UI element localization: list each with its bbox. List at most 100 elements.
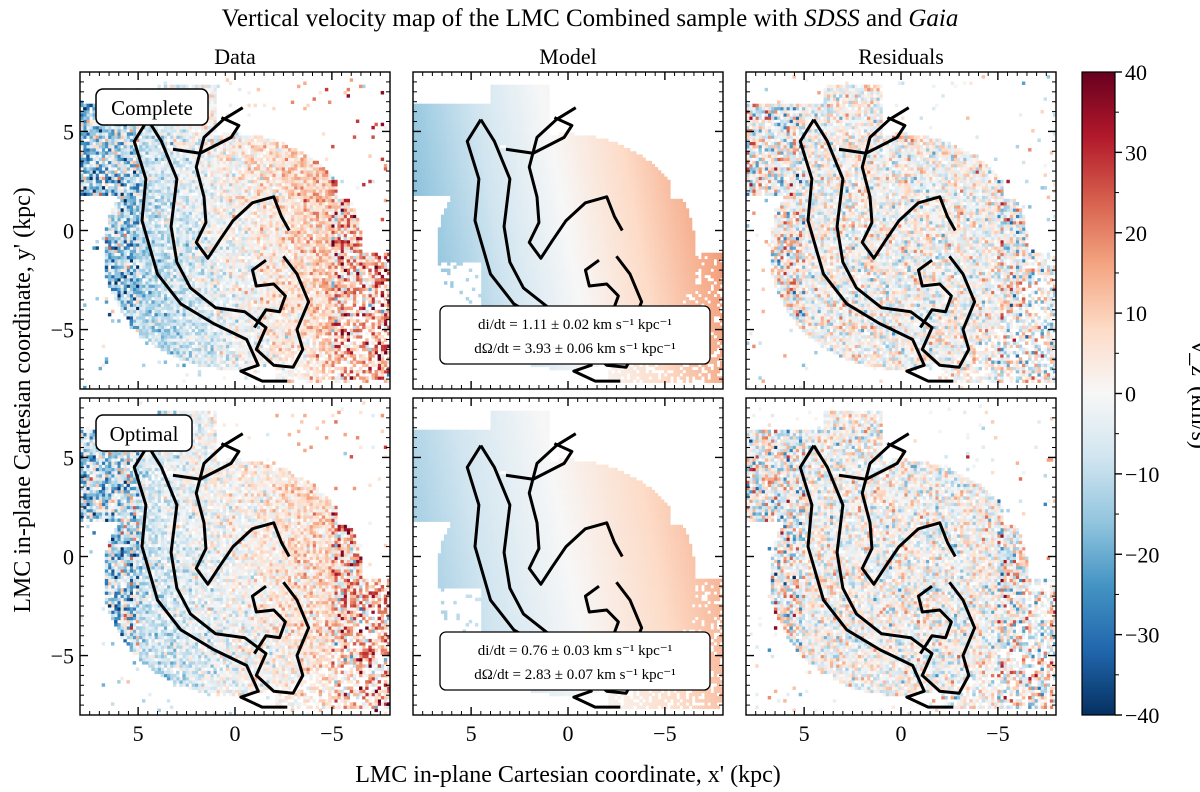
heatmap-cell (166, 265, 171, 269)
heatmap-cell (287, 255, 292, 260)
heatmap-cell (176, 252, 180, 257)
heatmap-cell (318, 300, 323, 304)
heatmap-cell (228, 255, 233, 260)
heatmap-cell (238, 220, 242, 225)
heatmap-cell (173, 328, 177, 333)
heatmap-cell (365, 284, 369, 288)
heatmap-cell (321, 255, 326, 260)
heatmap-cell (275, 297, 279, 301)
heatmap-cell (182, 344, 186, 349)
heatmap-cell (200, 198, 205, 203)
heatmap-cell (197, 369, 202, 374)
heatmap-cell (188, 322, 192, 326)
heatmap-cell (132, 205, 137, 209)
heatmap-cell (269, 328, 273, 333)
heatmap-cell (284, 347, 288, 352)
heatmap-cell (290, 201, 295, 206)
heatmap-cell (303, 322, 307, 326)
heatmap-cell (182, 262, 186, 266)
heatmap-cell (222, 189, 226, 193)
heatmap-cell (107, 167, 112, 171)
heatmap-cell (281, 350, 285, 355)
heatmap-cell (359, 319, 363, 323)
heatmap-cell (272, 287, 276, 292)
heatmap-cell (188, 182, 192, 187)
heatmap-cell (200, 278, 205, 282)
heatmap-cell (328, 300, 332, 304)
heatmap-cell (188, 236, 192, 241)
heatmap-cell (238, 198, 242, 203)
heatmap-cell (309, 357, 313, 361)
heatmap-cell (324, 211, 329, 215)
heatmap-cell (272, 173, 276, 177)
heatmap-cell (359, 278, 363, 282)
heatmap-cell (179, 246, 183, 250)
heatmap-cell (278, 293, 282, 298)
heatmap-cell (309, 233, 313, 238)
heatmap-cell (362, 182, 366, 187)
heatmap-cell (235, 271, 239, 276)
heatmap-cell (349, 268, 354, 273)
heatmap-cell (111, 281, 115, 285)
heatmap-cell (132, 300, 137, 304)
heatmap-cell (259, 224, 264, 228)
heatmap-cell (315, 303, 319, 307)
heatmap-cell (334, 249, 338, 253)
heatmap-cell (185, 230, 189, 234)
heatmap-cell (300, 163, 304, 168)
heatmap-cell (331, 347, 335, 352)
heatmap-cell (334, 360, 338, 364)
heatmap-cell (83, 170, 87, 174)
heatmap-cell (173, 354, 177, 358)
heatmap-cell (315, 167, 319, 171)
heatmap-cell (259, 252, 264, 257)
heatmap-cell (188, 214, 192, 219)
heatmap-cell (231, 293, 236, 298)
heatmap-cell (194, 357, 199, 361)
heatmap-cell (188, 274, 192, 279)
heatmap-cell (132, 220, 137, 225)
heatmap-cell (312, 290, 316, 295)
heatmap-cell (163, 240, 168, 244)
heatmap-cell (235, 167, 239, 171)
heatmap-cell (297, 255, 301, 260)
heatmap-cell (135, 255, 140, 260)
heatmap-cell (324, 290, 329, 295)
heatmap-cell (266, 319, 270, 323)
heatmap-cell (352, 246, 357, 250)
heatmap-cell (244, 249, 248, 253)
heatmap-cell (309, 379, 313, 383)
heatmap-cell (328, 230, 332, 234)
heatmap-cell (241, 271, 245, 276)
heatmap-cell (238, 354, 242, 358)
heatmap-cell (266, 293, 270, 298)
heatmap-cell (188, 265, 192, 269)
heatmap-cell (207, 341, 211, 345)
heatmap-cell (222, 287, 226, 292)
heatmap-cell (377, 354, 381, 358)
heatmap-cell (132, 195, 137, 200)
heatmap-cell (163, 192, 168, 196)
heatmap-cell (272, 278, 276, 282)
heatmap-cell (101, 363, 106, 368)
heatmap-cell (269, 316, 273, 320)
heatmap-cell (120, 274, 124, 279)
heatmap-cell (111, 274, 115, 279)
heatmap-cell (297, 205, 301, 209)
heatmap-cell (157, 306, 161, 311)
heatmap-cell (222, 278, 226, 282)
heatmap-cell (315, 287, 319, 292)
heatmap-cell (142, 217, 146, 222)
heatmap-cell (216, 328, 220, 333)
heatmap-cell (225, 198, 230, 203)
heatmap-cell (244, 287, 248, 292)
heatmap-cell (383, 322, 388, 326)
heatmap-cell (293, 262, 298, 266)
heatmap-cell (135, 328, 140, 333)
heatmap-cell (324, 271, 329, 276)
heatmap-cell (312, 373, 316, 377)
heatmap-cell (231, 344, 236, 349)
heatmap-cell (269, 182, 273, 187)
heatmap-cell (107, 186, 112, 190)
heatmap-cell (250, 284, 254, 288)
